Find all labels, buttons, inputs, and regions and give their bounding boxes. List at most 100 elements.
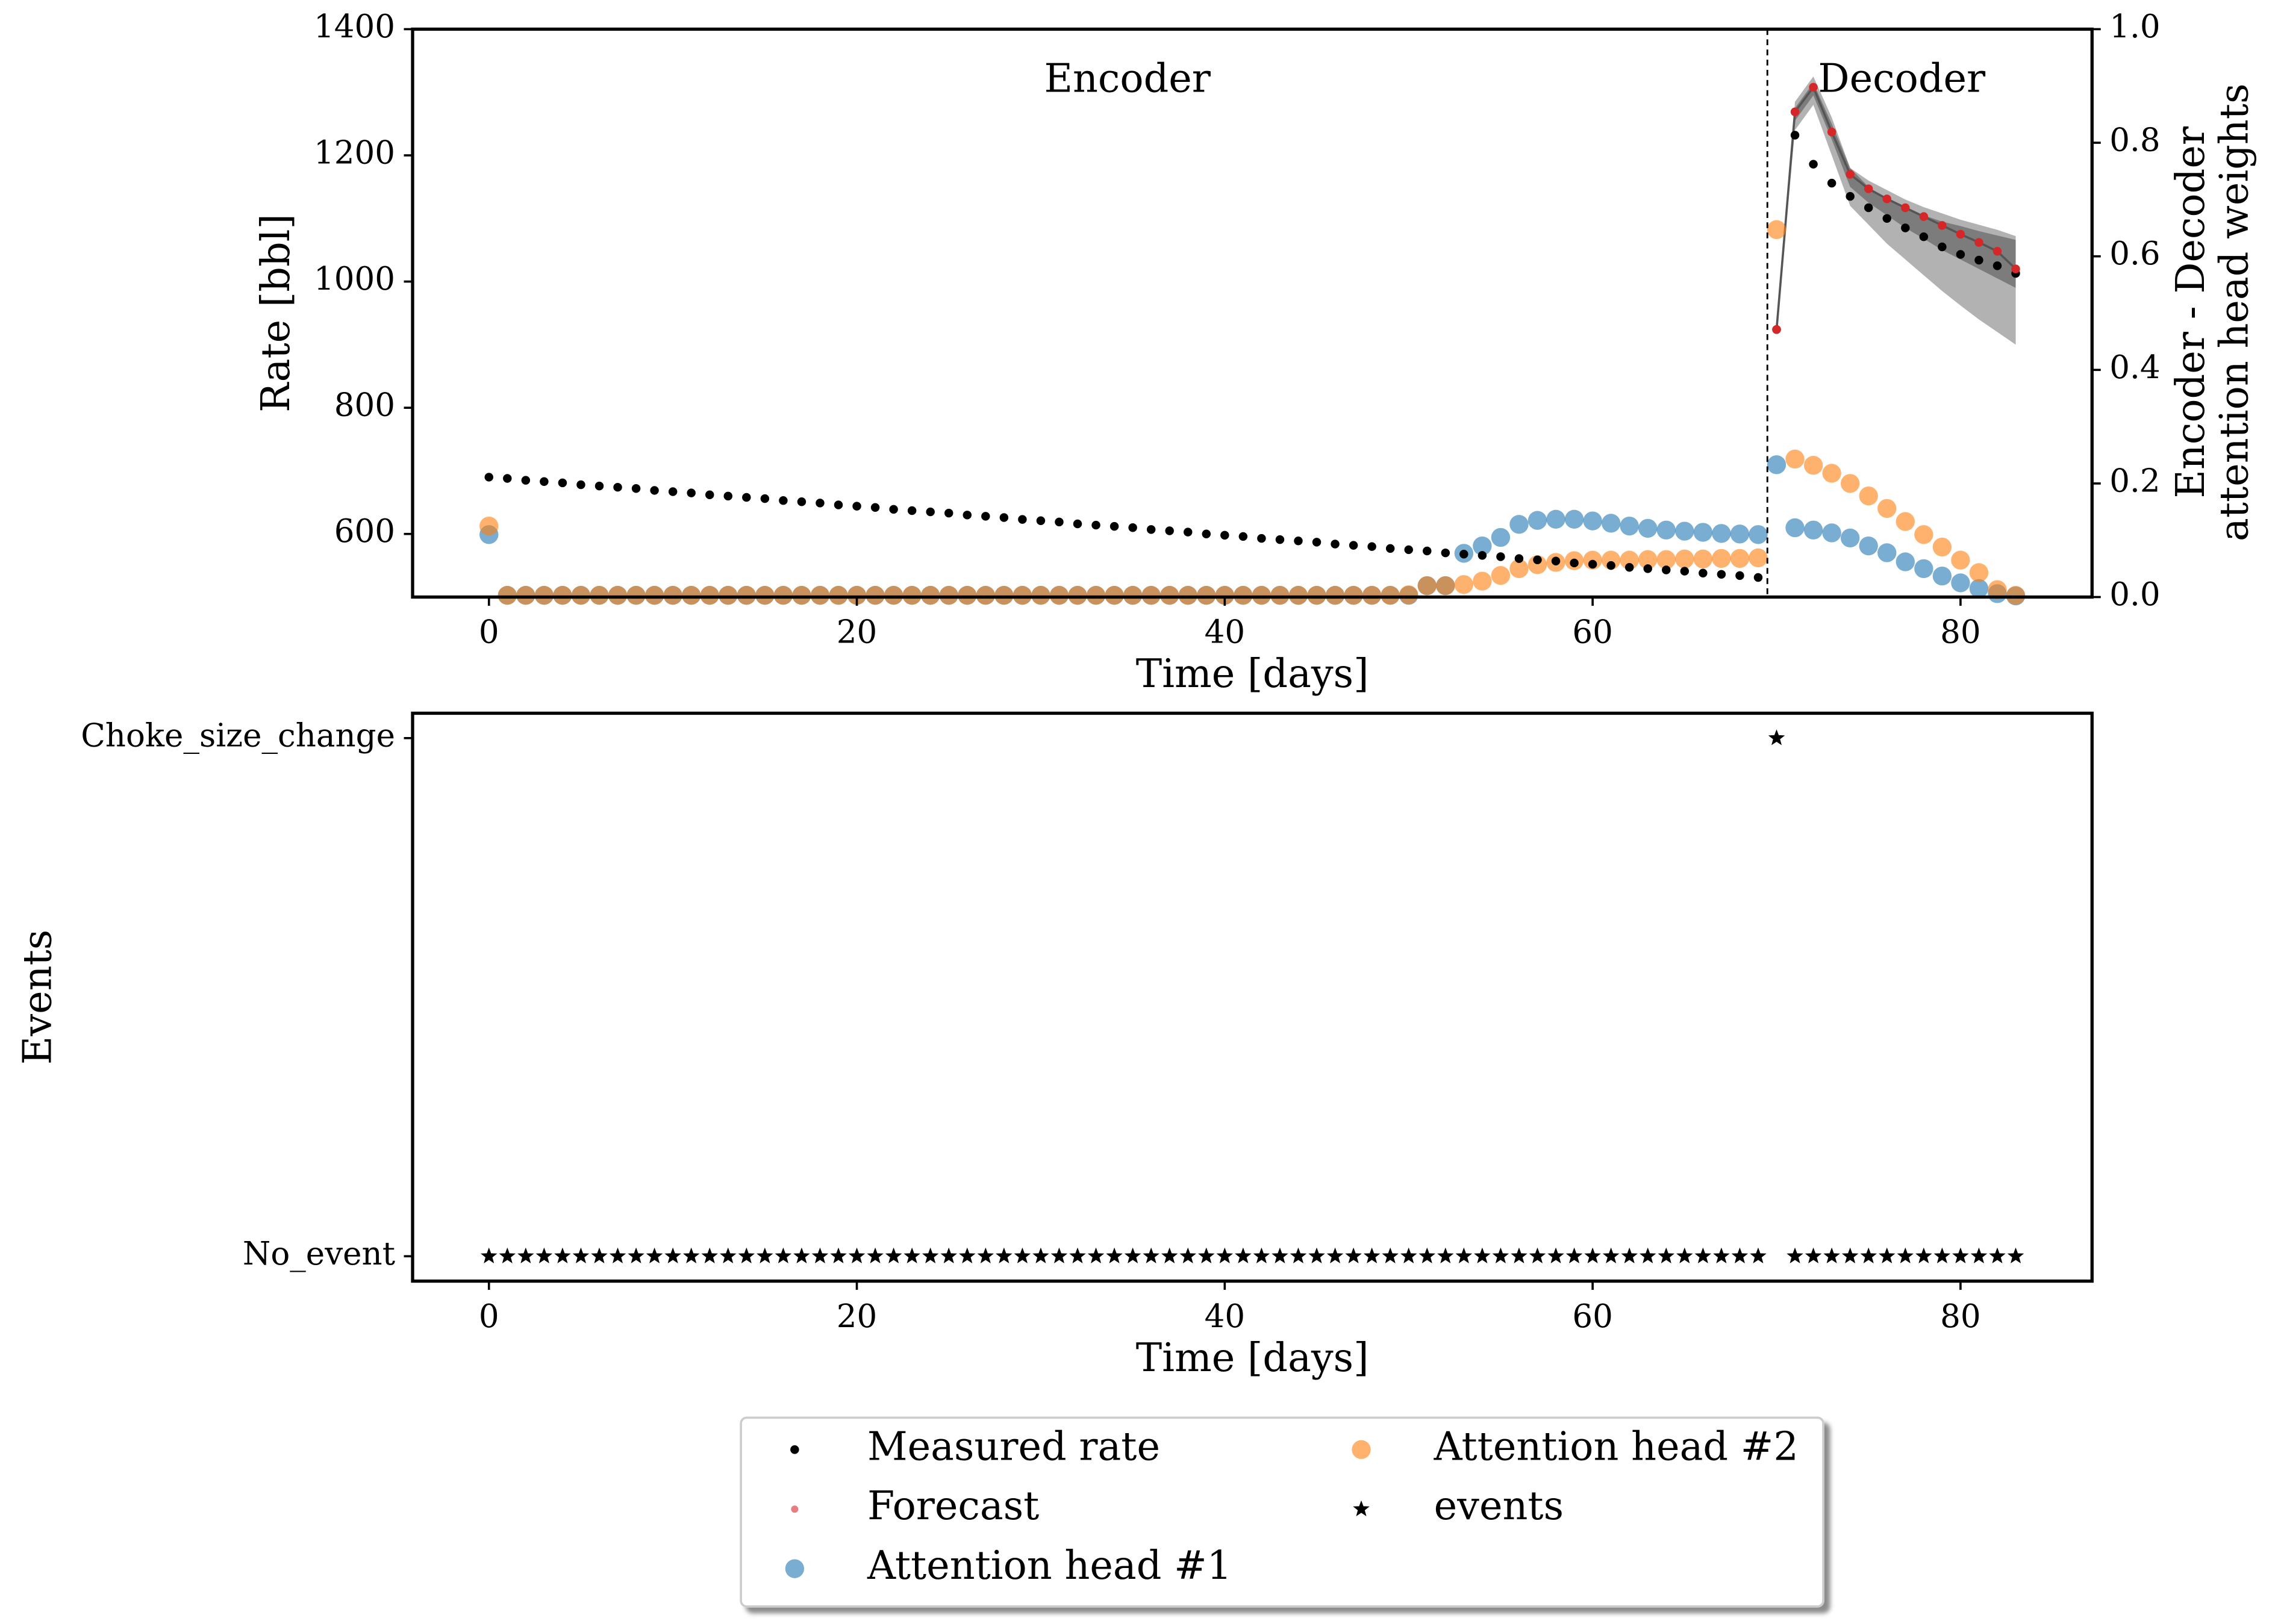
event-marker: [701, 1247, 718, 1263]
event-marker: [628, 1247, 644, 1263]
event-marker: [996, 1247, 1013, 1263]
rate-marker: [870, 503, 880, 512]
attention-marker: [1859, 486, 1878, 506]
rate-marker: [1643, 564, 1652, 573]
rate-marker: [1956, 229, 1965, 239]
rate-marker: [650, 486, 659, 495]
rate-marker: [1588, 559, 1597, 569]
attention-marker: [1325, 586, 1345, 605]
attention-marker: [479, 516, 499, 536]
event-marker: [867, 1247, 884, 1263]
attention-marker: [1031, 586, 1050, 605]
attention-marker: [1840, 474, 1860, 493]
attention-marker: [1914, 525, 1933, 544]
attention-marker: [1712, 524, 1731, 543]
y2-tick-label: 1.0: [2109, 8, 2160, 45]
attention-marker: [847, 586, 867, 605]
event-marker: [1602, 1247, 1620, 1263]
event-marker: [848, 1247, 866, 1263]
rate-marker: [1699, 568, 1708, 577]
attention-marker: [976, 586, 995, 605]
rate-marker: [1864, 184, 1873, 193]
attention-marker: [663, 586, 682, 605]
attention-marker: [590, 586, 609, 605]
event-marker: [1069, 1247, 1086, 1263]
event-marker: [757, 1247, 773, 1263]
rate-marker: [926, 507, 935, 517]
rate-marker: [1809, 160, 1818, 169]
event-marker: [1787, 1247, 1803, 1263]
y2-tick-label: 0.4: [2109, 349, 2160, 386]
attention-marker: [1785, 518, 1805, 538]
rate-marker: [1606, 561, 1615, 570]
rate-marker: [1220, 530, 1229, 540]
x-tick-label: 20: [837, 1298, 878, 1335]
rate-marker: [540, 477, 549, 487]
attention-marker: [553, 586, 572, 605]
attention-marker: [700, 586, 719, 605]
attention-marker: [1656, 520, 1676, 540]
attention-marker: [1270, 586, 1290, 605]
rate-marker: [576, 480, 585, 490]
rate-marker: [1846, 191, 1855, 201]
y-axis-label: Rate [bbl]: [254, 214, 299, 412]
rate-marker: [631, 484, 641, 493]
rate-marker: [1790, 131, 1800, 140]
legend-marker: [790, 1445, 799, 1454]
event-marker: [1161, 1247, 1178, 1263]
legend-label: Forecast: [867, 1484, 1039, 1529]
y-tick-label: Choke_size_change: [81, 717, 395, 754]
attention-marker: [1675, 521, 1694, 541]
event-marker: [830, 1247, 847, 1263]
rate-marker: [705, 490, 714, 500]
event-marker: [1492, 1247, 1509, 1263]
attention-marker: [1749, 525, 1768, 544]
x-tick-label: 80: [1940, 1298, 1981, 1335]
rate-marker: [999, 513, 1009, 522]
event-marker: [1455, 1247, 1473, 1263]
y2-axis-label: attention head weights: [2212, 84, 2257, 541]
rate-marker: [1974, 238, 1983, 247]
attention-marker: [829, 586, 848, 605]
event-marker: [775, 1247, 792, 1263]
event-marker: [1621, 1247, 1638, 1263]
attention-marker: [1951, 573, 1970, 593]
attention-marker: [1767, 455, 1787, 474]
event-marker: [517, 1247, 534, 1263]
attention-marker: [1822, 464, 1841, 483]
attention-marker: [1528, 555, 1547, 574]
event-marker: [1290, 1247, 1307, 1263]
event-marker: [1106, 1247, 1123, 1263]
legend-label: Measured rate: [867, 1424, 1160, 1469]
attention-marker: [1620, 550, 1639, 570]
rate-marker: [834, 500, 843, 509]
event-marker: [1511, 1247, 1528, 1263]
attention-marker: [1215, 586, 1235, 605]
rate-marker: [1864, 203, 1873, 213]
attention-marker: [534, 586, 554, 605]
y2-tick-label: 0.8: [2109, 122, 2160, 159]
x-tick-label: 0: [479, 614, 499, 651]
attention-marker: [498, 586, 517, 605]
attention-marker: [1877, 499, 1897, 518]
rate-marker: [1331, 540, 1340, 549]
event-marker: [1363, 1247, 1381, 1263]
rate-marker: [1533, 555, 1542, 564]
attention-marker: [755, 586, 775, 605]
rate-marker: [521, 476, 531, 485]
attention-marker: [1564, 509, 1584, 529]
event-marker: [1805, 1247, 1822, 1263]
attention-marker: [1693, 523, 1713, 542]
rate-marker: [944, 508, 953, 518]
attention-marker: [1969, 579, 1989, 599]
attention-marker: [1160, 586, 1179, 605]
event-marker: [1272, 1247, 1288, 1263]
event-marker: [499, 1247, 516, 1263]
y-tick-label: 1000: [314, 260, 395, 297]
attention-marker: [1307, 586, 1326, 605]
event-marker: [1216, 1247, 1234, 1263]
attention-marker: [1454, 575, 1474, 594]
attention-marker: [1197, 586, 1216, 605]
rate-marker: [1496, 552, 1505, 561]
rate-marker: [760, 494, 770, 503]
